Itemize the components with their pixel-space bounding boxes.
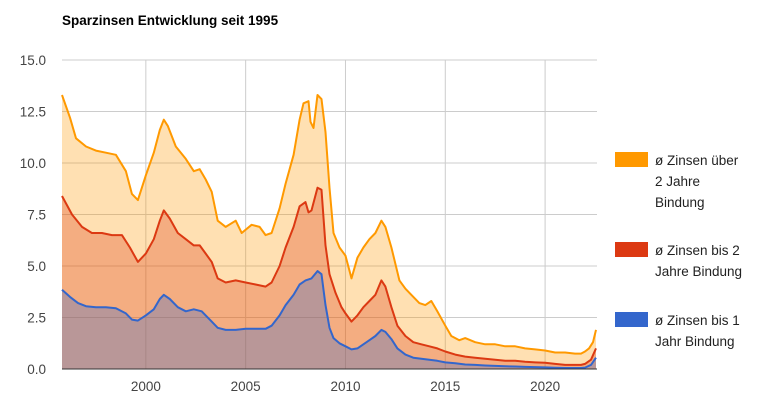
x-tick-label: 2015 bbox=[430, 379, 460, 394]
legend-label: ø Zinsen über 2 Jahre Bindung bbox=[655, 153, 739, 210]
y-tick-label: 2.5 bbox=[27, 311, 46, 326]
legend-item-bis-2-jahre[interactable]: ø Zinsen bis 2 Jahre Bindung bbox=[615, 240, 747, 282]
series-area-2 bbox=[62, 271, 596, 369]
x-tick-label: 2005 bbox=[231, 379, 261, 394]
y-tick-label: 10.0 bbox=[20, 156, 46, 171]
legend-item-bis-1-jahr[interactable]: ø Zinsen bis 1 Jahr Bindung bbox=[615, 310, 747, 352]
y-tick-label: 0.0 bbox=[27, 362, 46, 377]
line-layer bbox=[61, 94, 597, 369]
series-line-0[interactable] bbox=[61, 94, 597, 355]
series-area-0 bbox=[62, 95, 596, 369]
series-line-2[interactable] bbox=[61, 270, 597, 369]
series-line-1[interactable] bbox=[61, 186, 597, 366]
y-tick-label: 7.5 bbox=[27, 208, 46, 223]
legend-swatch bbox=[615, 312, 648, 327]
legend-swatch bbox=[615, 242, 648, 257]
x-tick-label: 2020 bbox=[530, 379, 560, 394]
series-area-1 bbox=[62, 187, 596, 369]
legend-label: ø Zinsen bis 1 Jahr Bindung bbox=[655, 313, 740, 349]
area-layer bbox=[62, 95, 596, 369]
y-tick-label: 15.0 bbox=[20, 53, 46, 68]
x-tick-label: 2000 bbox=[131, 379, 161, 394]
grid-layer bbox=[62, 59, 597, 369]
legend-label: ø Zinsen bis 2 Jahre Bindung bbox=[655, 243, 743, 279]
tick-label-layer: 0.0 2.5 5.0 7.5 10.0 12.5 15.0 2000 2005 2010 2015… bbox=[20, 53, 560, 394]
x-tick-label: 2010 bbox=[330, 379, 360, 394]
y-tick-label: 5.0 bbox=[27, 259, 46, 274]
legend-item-ueber-2-jahre[interactable]: ø Zinsen über 2 Jahre Bindung bbox=[615, 150, 747, 213]
chart-title: Sparzinsen Entwicklung seit 1995 bbox=[62, 13, 279, 28]
y-tick-label: 12.5 bbox=[20, 105, 46, 120]
legend-swatch bbox=[615, 152, 648, 167]
